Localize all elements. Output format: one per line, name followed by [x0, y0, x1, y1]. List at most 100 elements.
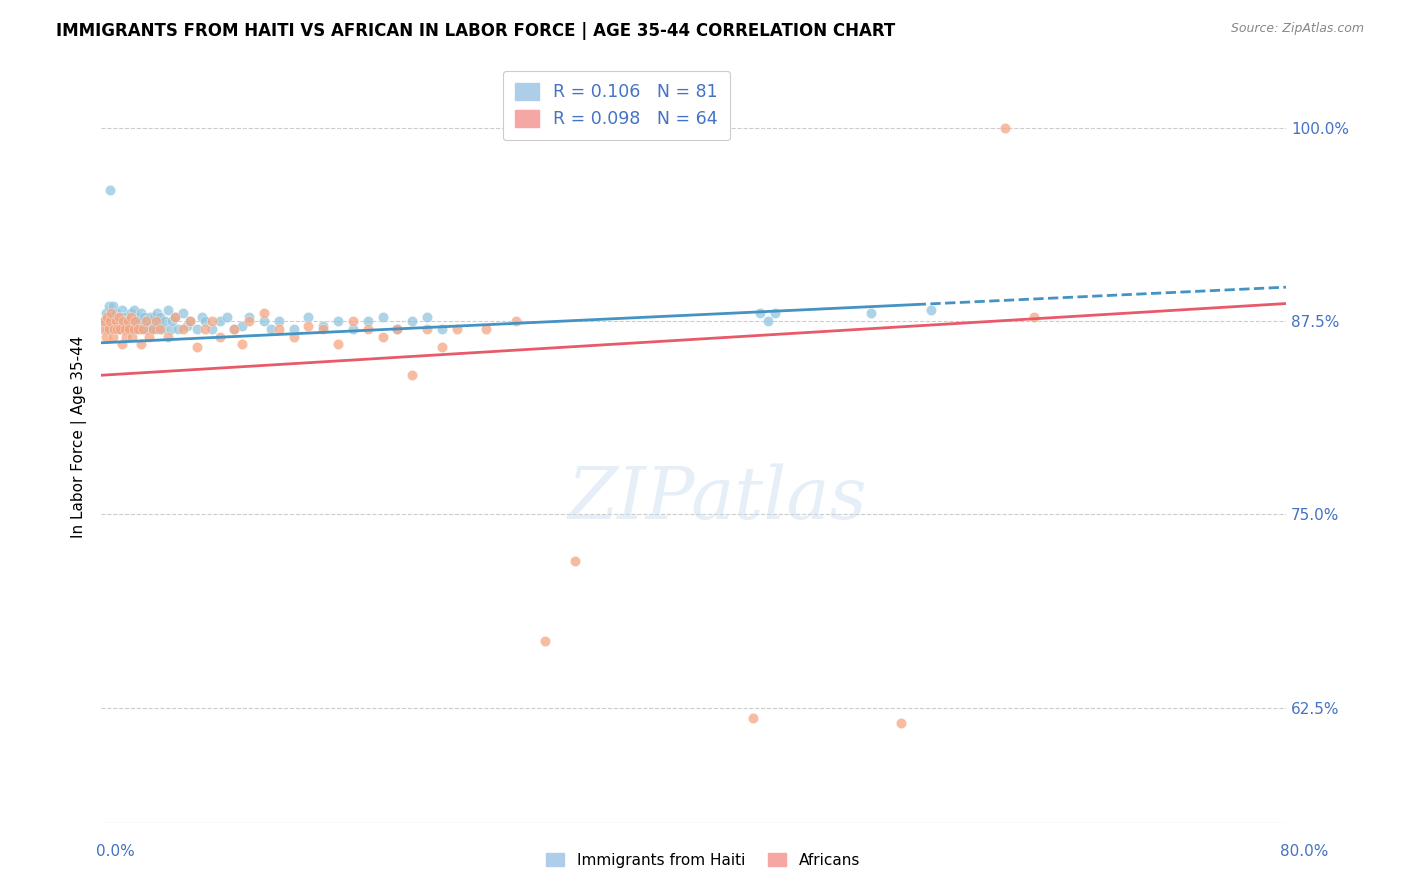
Point [103, 310, 125, 324]
Point [326, 314, 349, 328]
Point [371, 310, 394, 324]
Point [122, 303, 145, 318]
Point [201, 322, 224, 336]
Point [890, 716, 912, 731]
Point [115, 310, 138, 324]
Point [97, 299, 120, 313]
Point [267, 314, 290, 328]
Point [118, 322, 141, 336]
Point [107, 310, 129, 324]
Point [156, 303, 179, 318]
Point [139, 310, 162, 324]
Point [124, 314, 146, 328]
Point [312, 322, 335, 336]
Point [129, 337, 152, 351]
Point [165, 310, 187, 324]
Point [416, 310, 439, 324]
Point [114, 322, 136, 336]
Point [920, 303, 942, 318]
Point [160, 314, 183, 328]
Point [297, 318, 319, 333]
Text: 80.0%: 80.0% [1281, 845, 1329, 859]
Point [357, 322, 380, 336]
Point [401, 314, 423, 328]
Legend: R = 0.106   N = 81, R = 0.098   N = 64: R = 0.106 N = 81, R = 0.098 N = 64 [503, 71, 730, 140]
Point [112, 310, 135, 324]
Point [121, 314, 143, 328]
Point [142, 314, 165, 328]
Point [104, 306, 127, 320]
Point [283, 329, 305, 343]
Point [215, 310, 238, 324]
Point [260, 322, 283, 336]
Y-axis label: In Labor Force | Age 35-44: In Labor Force | Age 35-44 [72, 336, 87, 538]
Point [108, 310, 131, 324]
Point [191, 310, 214, 324]
Point [148, 314, 170, 328]
Point [141, 322, 163, 336]
Point [124, 322, 146, 336]
Point [149, 322, 172, 336]
Point [125, 314, 148, 328]
Point [94, 306, 117, 320]
Point [94, 329, 117, 343]
Point [172, 306, 194, 320]
Point [342, 314, 364, 328]
Point [342, 322, 364, 336]
Point [238, 310, 260, 324]
Point [860, 306, 883, 320]
Point [132, 310, 155, 324]
Point [138, 329, 160, 343]
Point [253, 314, 276, 328]
Point [98, 322, 121, 336]
Point [127, 322, 149, 336]
Point [231, 337, 253, 351]
Point [179, 314, 201, 328]
Point [326, 337, 349, 351]
Point [104, 314, 127, 328]
Text: 0.0%: 0.0% [96, 845, 135, 859]
Point [101, 329, 124, 343]
Point [1024, 310, 1046, 324]
Legend: Immigrants from Haiti, Africans: Immigrants from Haiti, Africans [538, 845, 868, 875]
Point [107, 322, 129, 336]
Point [387, 322, 409, 336]
Point [430, 322, 453, 336]
Point [505, 314, 527, 328]
Point [371, 329, 394, 343]
Point [108, 322, 131, 336]
Point [136, 312, 159, 326]
Point [741, 711, 763, 725]
Point [401, 368, 423, 383]
Point [96, 310, 118, 324]
Point [146, 306, 169, 320]
Point [152, 322, 174, 336]
Point [208, 329, 231, 343]
Point [387, 322, 409, 336]
Text: IMMIGRANTS FROM HAITI VS AFRICAN IN LABOR FORCE | AGE 35-44 CORRELATION CHART: IMMIGRANTS FROM HAITI VS AFRICAN IN LABO… [56, 22, 896, 40]
Point [115, 329, 138, 343]
Point [111, 337, 134, 351]
Point [749, 306, 772, 320]
Point [121, 329, 143, 343]
Point [194, 322, 217, 336]
Point [117, 314, 139, 328]
Point [153, 314, 176, 328]
Point [96, 322, 118, 336]
Point [104, 314, 127, 328]
Point [534, 634, 557, 648]
Point [224, 322, 246, 336]
Point [993, 120, 1015, 135]
Point [167, 322, 190, 336]
Point [165, 310, 187, 324]
Point [145, 314, 167, 328]
Point [357, 314, 380, 328]
Point [112, 322, 135, 336]
Point [131, 314, 153, 328]
Point [143, 310, 166, 324]
Point [120, 306, 142, 320]
Point [93, 314, 115, 328]
Point [156, 329, 179, 343]
Point [763, 306, 786, 320]
Point [416, 322, 439, 336]
